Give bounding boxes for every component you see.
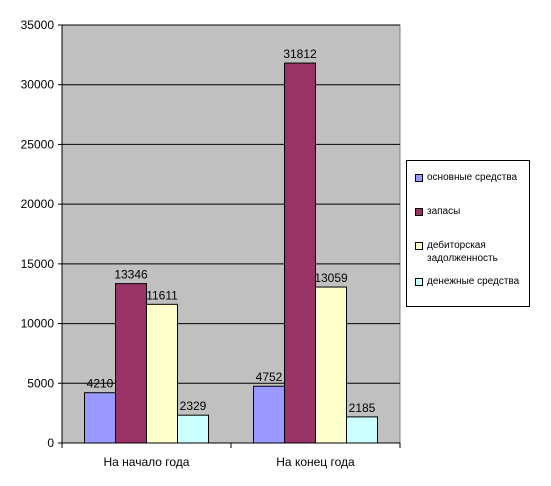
y-tick-label: 15000 — [21, 257, 55, 271]
legend-swatch-icon — [415, 174, 423, 182]
y-tick-label: 10000 — [21, 317, 55, 331]
legend-label: дебиторская задолженность — [427, 240, 498, 264]
y-tick-label: 30000 — [21, 78, 55, 92]
legend-swatch-icon — [415, 278, 423, 286]
data-label: 2185 — [349, 401, 376, 415]
legend-item-cash: денежные средства — [415, 275, 531, 288]
legend-swatch-icon — [415, 242, 423, 250]
bar — [146, 303, 178, 444]
bar — [346, 416, 378, 444]
bar-series — [84, 62, 378, 444]
legend-label: основные средства — [427, 172, 518, 183]
bar — [284, 62, 316, 444]
data-label: 13346 — [114, 268, 148, 282]
data-label: 4210 — [87, 377, 114, 391]
data-label: 13059 — [314, 271, 348, 285]
y-tick-label: 35000 — [21, 18, 55, 32]
y-tick-label: 0 — [47, 436, 54, 450]
x-category-label: На конец года — [276, 455, 355, 469]
bar — [315, 286, 347, 444]
x-axis: На начало года На конец года — [61, 443, 401, 469]
bar — [84, 392, 116, 444]
bar — [253, 385, 285, 444]
bar — [177, 414, 209, 444]
legend-item-receivables: дебиторская задолженность — [415, 239, 531, 265]
bar — [115, 283, 147, 444]
data-label: 11611 — [146, 288, 178, 302]
legend-item-inventory: запасы — [415, 205, 531, 218]
legend-swatch-icon — [415, 208, 423, 216]
legend-label: запасы — [427, 206, 461, 217]
data-label: 31812 — [283, 47, 317, 61]
x-category-label: На начало года — [104, 455, 190, 469]
data-label: 2329 — [180, 399, 207, 413]
legend-label: денежные средства — [427, 276, 520, 287]
data-labels: 4210 13346 11611 2329 4752 31812 13059 2185 — [87, 47, 376, 415]
y-tick-label: 20000 — [21, 197, 55, 211]
data-label: 4752 — [256, 370, 283, 384]
legend: основные средства запасы дебиторская зад… — [406, 160, 530, 307]
legend-item-fixed-assets: основные средства — [415, 171, 531, 184]
y-axis: 0 5000 10000 15000 20000 25000 30000 35000 — [21, 18, 62, 450]
y-tick-label: 5000 — [27, 376, 54, 390]
y-tick-label: 25000 — [21, 137, 55, 151]
